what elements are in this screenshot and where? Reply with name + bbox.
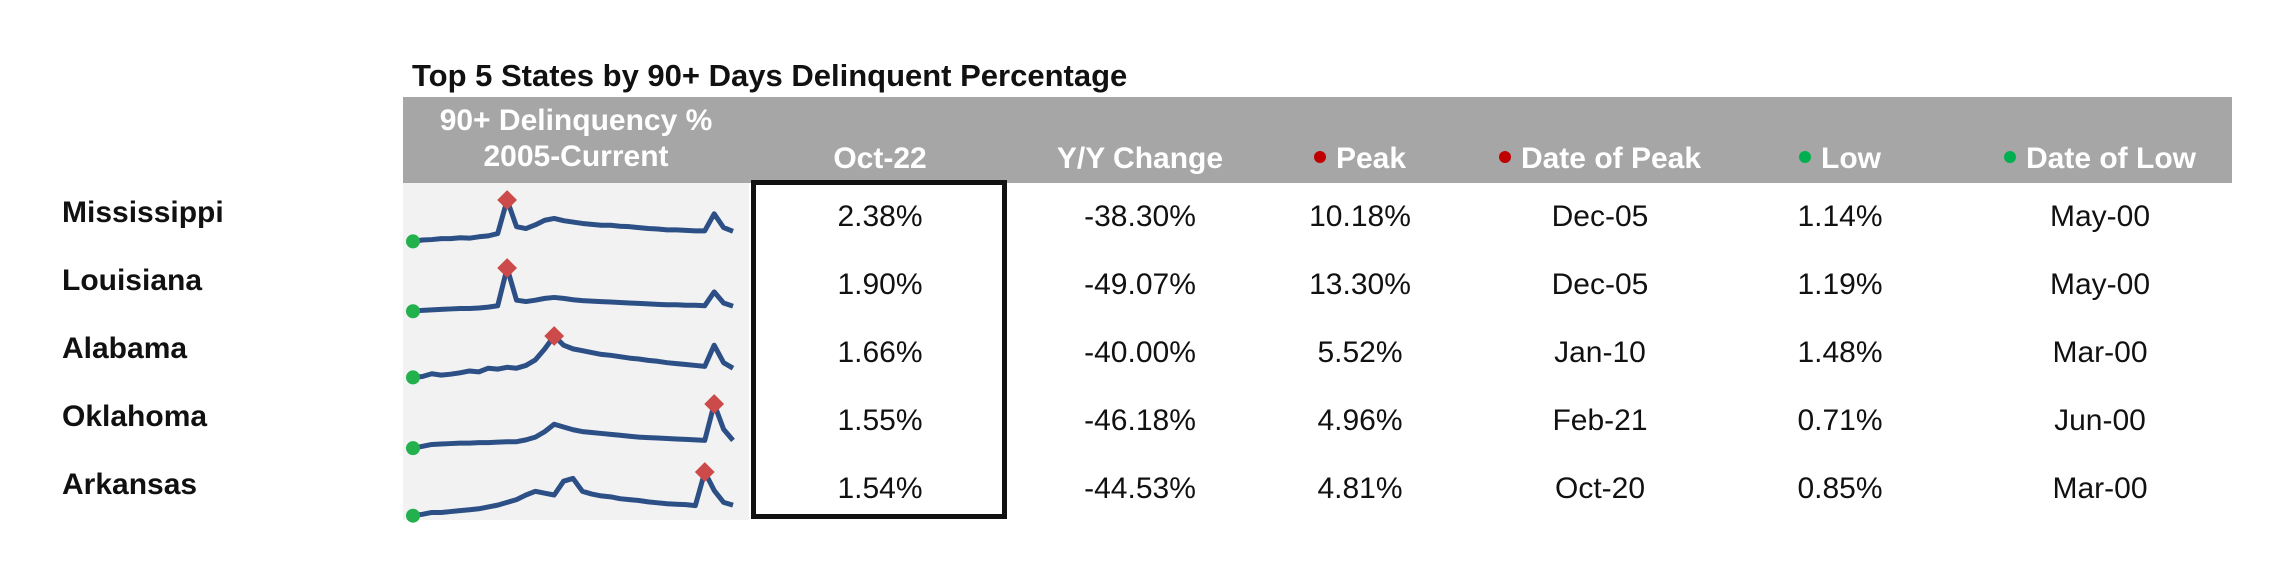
header-date-of-peak: Date of Peak	[1470, 141, 1730, 177]
sparkline-peak-marker	[704, 394, 725, 414]
low-dot-icon	[1799, 151, 1811, 164]
header-sparkline: 90+ Delinquency % 2005-Current	[403, 103, 749, 175]
cell-current: 1.55%	[837, 404, 923, 437]
cell-yoy: -44.53%	[1084, 472, 1196, 505]
cell-date-of-peak: Dec-05	[1551, 268, 1649, 301]
cell-low: 0.85%	[1797, 472, 1883, 505]
cell-peak: 10.18%	[1309, 200, 1411, 233]
cell-current: 1.90%	[837, 268, 923, 301]
current-column-highlight	[751, 180, 1007, 519]
table-header	[403, 97, 2232, 183]
cell-low: 1.19%	[1797, 268, 1883, 301]
sparkline-peak-marker	[544, 326, 565, 346]
sparkline-path	[412, 469, 734, 519]
sparkline	[406, 258, 734, 319]
header-peak: Peak	[1260, 141, 1460, 177]
cell-low: 0.71%	[1797, 404, 1883, 437]
cell-current: 1.66%	[837, 336, 923, 369]
header-sparkline-line2: 2005-Current	[483, 140, 669, 173]
cell-date-of-peak: Oct-20	[1554, 472, 1646, 505]
state-name: Oklahoma	[62, 400, 208, 433]
cell-current: 2.38%	[837, 200, 923, 233]
cell-date-of-peak: Feb-21	[1552, 404, 1648, 437]
sparkline-peak-marker	[497, 190, 518, 210]
sparkline-path	[412, 197, 734, 244]
header-peak-label: Peak	[1335, 142, 1407, 175]
header-yoy: Y/Y Change	[1056, 142, 1224, 175]
header-date-of-low: Date of Low	[1970, 141, 2230, 177]
low-dot-icon	[2004, 151, 2016, 164]
sparkline-low-marker	[406, 234, 420, 249]
header-current: Oct-22	[833, 142, 927, 175]
cell-peak: 4.81%	[1317, 472, 1403, 505]
header-date-of-peak-label: Date of Peak	[1520, 142, 1702, 175]
state-name: Arkansas	[62, 468, 198, 501]
sparkline-peak-marker	[497, 258, 518, 278]
header-sparkline-line1: 90+ Delinquency %	[439, 104, 713, 137]
sparkline-low-marker	[406, 441, 420, 456]
sparkline	[406, 190, 734, 249]
cell-yoy: -49.07%	[1084, 268, 1196, 301]
sparkline-path	[412, 265, 734, 314]
sparkline-peak-marker	[694, 462, 715, 482]
cell-date-of-low: Mar-00	[2052, 336, 2148, 369]
sparkline-path	[412, 401, 735, 451]
sparkline-path	[412, 333, 735, 380]
state-name: Mississippi	[62, 196, 224, 229]
sparkline	[406, 462, 734, 523]
header-low: Low	[1740, 141, 1940, 177]
sparkline-low-marker	[406, 370, 420, 385]
state-name: Alabama	[62, 332, 188, 365]
cell-date-of-low: Jun-00	[2054, 404, 2146, 437]
cell-peak: 4.96%	[1317, 404, 1403, 437]
cell-date-of-low: May-00	[2049, 200, 2151, 233]
cell-date-of-peak: Dec-05	[1551, 200, 1649, 233]
sparkline	[406, 326, 735, 385]
cell-peak: 5.52%	[1317, 336, 1403, 369]
header-date-of-low-label: Date of Low	[2026, 142, 2196, 175]
peak-dot-icon	[1313, 151, 1326, 164]
sparkline	[406, 394, 735, 456]
cell-peak: 13.30%	[1309, 268, 1411, 301]
cell-low: 1.14%	[1797, 200, 1883, 233]
cell-date-of-peak: Jan-10	[1554, 336, 1646, 369]
sparkline-low-marker	[406, 508, 420, 523]
cell-current: 1.54%	[837, 472, 923, 505]
cell-yoy: -38.30%	[1084, 200, 1196, 233]
cell-low: 1.48%	[1797, 336, 1883, 369]
table-title: Top 5 States by 90+ Days Delinquent Perc…	[412, 58, 1128, 93]
state-name: Louisiana	[62, 264, 203, 297]
header-low-label: Low	[1821, 142, 1881, 175]
peak-dot-icon	[1498, 151, 1511, 164]
cell-date-of-low: Mar-00	[2052, 472, 2148, 505]
cell-date-of-low: May-00	[2049, 268, 2151, 301]
cell-yoy: -46.18%	[1084, 404, 1196, 437]
cell-yoy: -40.00%	[1084, 336, 1196, 369]
sparkline-low-marker	[406, 304, 420, 319]
